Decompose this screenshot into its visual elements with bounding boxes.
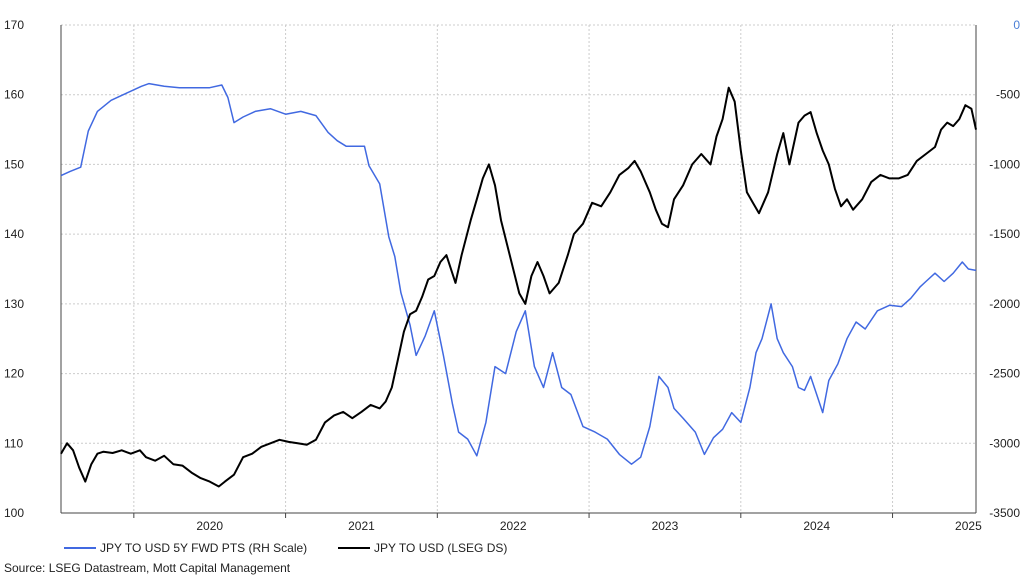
series-line-jpy-usd [60,86,977,488]
y-right-tick-label: -2000 [989,297,1020,311]
x-tick-label: 2022 [500,519,527,533]
y-left-tick-label: 130 [4,297,24,311]
legend-label-black: JPY TO USD (LSEG DS) [374,541,507,555]
y-right-tick-label: -3000 [989,436,1020,450]
y-left-tick-label: 170 [4,18,24,32]
legend-label-blue: JPY TO USD 5Y FWD PTS (RH Scale) [100,541,307,555]
y-right-tick-label: -3500 [989,506,1020,520]
gridlines [61,24,976,513]
x-tick-label: 2025 [955,519,982,533]
series-lines [60,82,977,488]
series-line-fwd-pts [60,82,977,465]
x-tick-label: 2024 [803,519,830,533]
source-note: Source: LSEG Datastream, Mott Capital Ma… [4,561,291,575]
y-left-tick-label: 110 [4,436,23,450]
axes: 100 110 120 130 140 150 160 170 0 -500 -1000 -1500 -… [4,18,1020,533]
x-tick-label: 2021 [348,519,375,533]
y-left-tick-label: 100 [4,506,24,520]
y-left-tick-label: 160 [4,88,24,102]
y-left-tick-label: 140 [4,227,24,241]
y-right-tick-label: -1500 [989,227,1020,241]
y-right-tick-label: 0 [1013,18,1020,32]
x-tick-label: 2020 [196,519,223,533]
x-tick-label: 2023 [652,519,679,533]
y-left-tick-label: 150 [4,157,24,171]
y-left-tick-label: 120 [4,367,24,381]
y-right-tick-label: -2500 [989,367,1020,381]
y-right-tick-label: -1000 [989,157,1020,171]
legend: JPY TO USD 5Y FWD PTS (RH Scale) JPY TO … [64,541,507,555]
y-right-tick-label: -500 [996,88,1020,102]
